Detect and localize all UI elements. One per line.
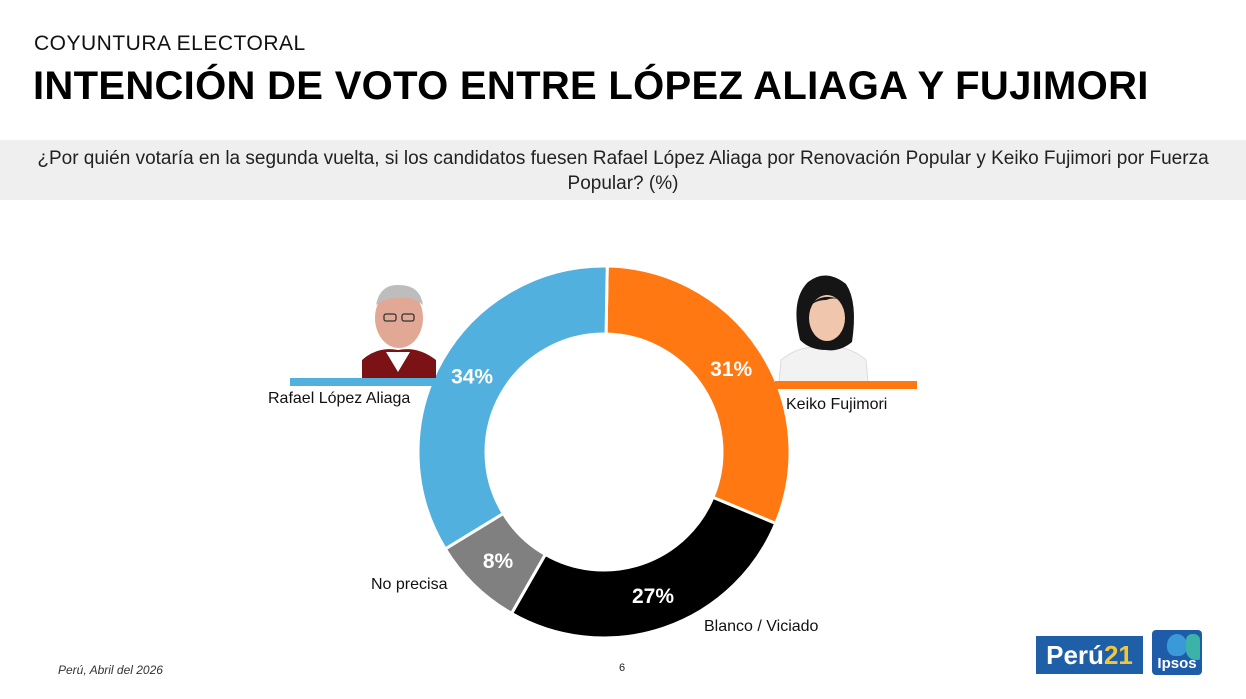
- donut-slice-0: [604, 264, 792, 526]
- legend-bar-keiko: [775, 381, 917, 389]
- portrait-right-image: [775, 272, 873, 383]
- ipsos-logo-dot-icon: [1167, 634, 1187, 656]
- ipsos-logo-text: Ipsos: [1157, 655, 1197, 672]
- peru21-logo: Perú21: [1036, 636, 1143, 674]
- page-title: INTENCIÓN DE VOTO ENTRE LÓPEZ ALIAGA Y F…: [33, 64, 1149, 108]
- page-number: 6: [619, 662, 626, 674]
- slice-value-label-1: 27%: [632, 585, 674, 608]
- survey-question: ¿Por quién votaría en la segunda vuelta,…: [0, 140, 1246, 200]
- donut-slice-1: [509, 495, 778, 640]
- label-keiko-fujimori: Keiko Fujimori: [786, 396, 887, 413]
- donut-slice-3: [416, 264, 609, 551]
- slice-value-label-0: 31%: [710, 358, 752, 381]
- portrait-left-image: [362, 284, 436, 378]
- ipsos-logo: Ipsos: [1152, 630, 1202, 675]
- slice-value-label-3: 34%: [451, 365, 493, 388]
- source-footnote: Perú, Abril del 2026: [58, 663, 163, 677]
- peru21-logo-number: 21: [1103, 640, 1133, 670]
- slice-value-label-2: 8%: [483, 550, 514, 573]
- label-no-precisa: No precisa: [371, 576, 448, 593]
- label-rafael-lopez-aliaga: Rafael López Aliaga: [268, 390, 410, 407]
- section-kicker: COYUNTURA ELECTORAL: [34, 32, 306, 55]
- ipsos-logo-tick-icon: [1186, 634, 1200, 660]
- legend-bar-rafael: [290, 378, 436, 386]
- peru21-logo-word: Perú: [1046, 640, 1104, 670]
- label-blanco-viciado: Blanco / Viciado: [704, 618, 819, 635]
